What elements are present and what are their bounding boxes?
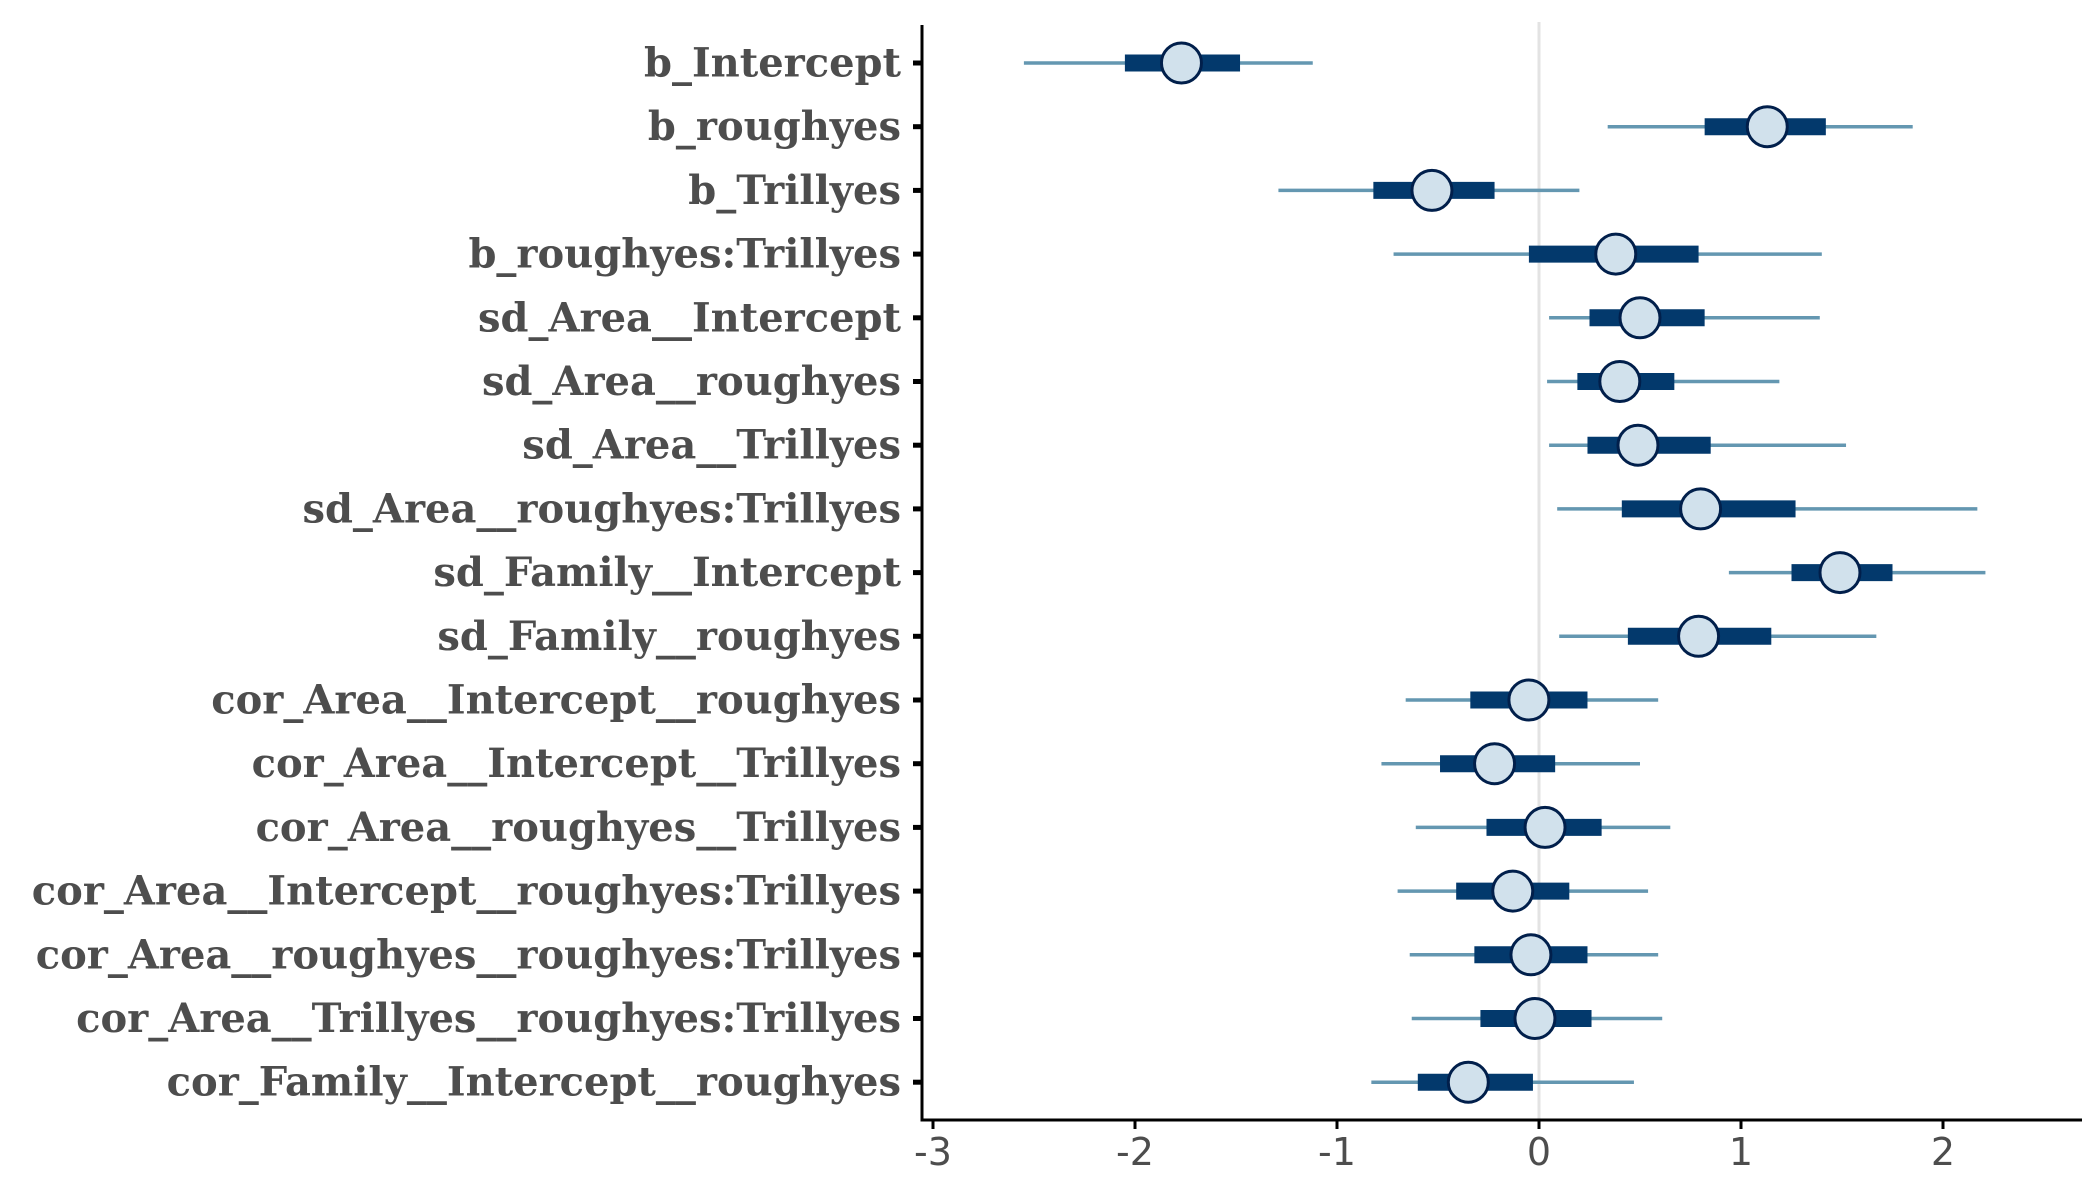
y-tick-label: sd_Area__Intercept bbox=[478, 294, 902, 341]
interval-marks bbox=[1023, 41, 1986, 1104]
point-estimate bbox=[1598, 360, 1642, 403]
y-tick-label: sd_Area__Trillyes bbox=[522, 422, 901, 469]
y-tick-label: cor_Area__Intercept__Trillyes bbox=[252, 740, 901, 787]
y-tick-label: sd_Family__roughyes bbox=[437, 613, 901, 660]
y-tick-label: b_Intercept bbox=[644, 40, 902, 87]
point-estimate bbox=[1491, 869, 1535, 913]
point-estimate bbox=[1679, 487, 1723, 531]
x-tick-label: 1 bbox=[1729, 1130, 1753, 1174]
point-estimate bbox=[1410, 168, 1454, 212]
interval-row bbox=[1559, 614, 1877, 658]
y-tick-label: cor_Area__Trillyes__roughyes:Trillyes bbox=[76, 995, 901, 1042]
point-estimate bbox=[1677, 614, 1721, 658]
interval-row bbox=[1405, 678, 1659, 722]
interval-row bbox=[1415, 805, 1671, 849]
point-estimate bbox=[1446, 1060, 1490, 1104]
point-estimate bbox=[1818, 551, 1862, 595]
y-tick-label: cor_Area__roughyes__roughyes:Trillyes bbox=[36, 931, 901, 978]
point-estimate bbox=[1616, 423, 1660, 467]
y-tick-label: cor_Area__Intercept__roughyes:Trillyes bbox=[32, 868, 901, 915]
y-tick-label: sd_Area__roughyes bbox=[482, 358, 901, 405]
point-estimate bbox=[1473, 742, 1517, 786]
y-tick-label: cor_Area__Intercept__roughyes bbox=[211, 677, 901, 724]
interval-row bbox=[1278, 168, 1580, 212]
interval-row bbox=[1728, 551, 1986, 595]
y-tick-label: cor_Family__Intercept__roughyes bbox=[167, 1059, 901, 1106]
y-tick-label: b_roughyes bbox=[648, 103, 901, 150]
point-estimate bbox=[1523, 805, 1567, 849]
interval-row bbox=[1409, 933, 1659, 977]
interval-row bbox=[1547, 360, 1780, 403]
x-tick-label: -3 bbox=[914, 1130, 952, 1174]
point-estimate bbox=[1159, 41, 1203, 85]
y-tick-label: sd_Family__Intercept bbox=[433, 549, 901, 596]
y-axis-ticks: b_Intercept b_roughyes b_Trillyes b_roughye… bbox=[32, 40, 922, 1106]
x-tick-label: -2 bbox=[1116, 1130, 1154, 1174]
point-estimate bbox=[1745, 105, 1789, 149]
point-estimate bbox=[1594, 232, 1638, 276]
interval-row bbox=[1607, 105, 1913, 149]
interval-row bbox=[1557, 487, 1978, 531]
interval-row bbox=[1393, 232, 1822, 276]
interval-row bbox=[1381, 742, 1640, 786]
interval-row bbox=[1411, 997, 1663, 1040]
y-tick-label: cor_Area__roughyes__Trillyes bbox=[256, 804, 901, 851]
y-tick-label: b_roughyes:Trillyes bbox=[468, 231, 901, 278]
interval-row bbox=[1397, 869, 1649, 913]
interval-row bbox=[1549, 296, 1820, 340]
point-estimate bbox=[1513, 997, 1557, 1040]
x-tick-label: 0 bbox=[1527, 1130, 1551, 1174]
interval-row bbox=[1023, 41, 1313, 85]
interval-row bbox=[1549, 423, 1847, 467]
x-tick-label: -1 bbox=[1318, 1130, 1356, 1174]
y-tick-label: b_Trillyes bbox=[688, 167, 901, 214]
x-axis-ticks: -3 -2 -1 0 1 2 bbox=[914, 1120, 1955, 1174]
y-tick-label: sd_Area__roughyes:Trillyes bbox=[302, 485, 901, 532]
point-estimate bbox=[1618, 296, 1662, 340]
point-estimate bbox=[1507, 678, 1551, 722]
x-tick-label: 2 bbox=[1931, 1130, 1955, 1174]
interval-row bbox=[1371, 1060, 1634, 1104]
point-estimate bbox=[1509, 933, 1553, 977]
